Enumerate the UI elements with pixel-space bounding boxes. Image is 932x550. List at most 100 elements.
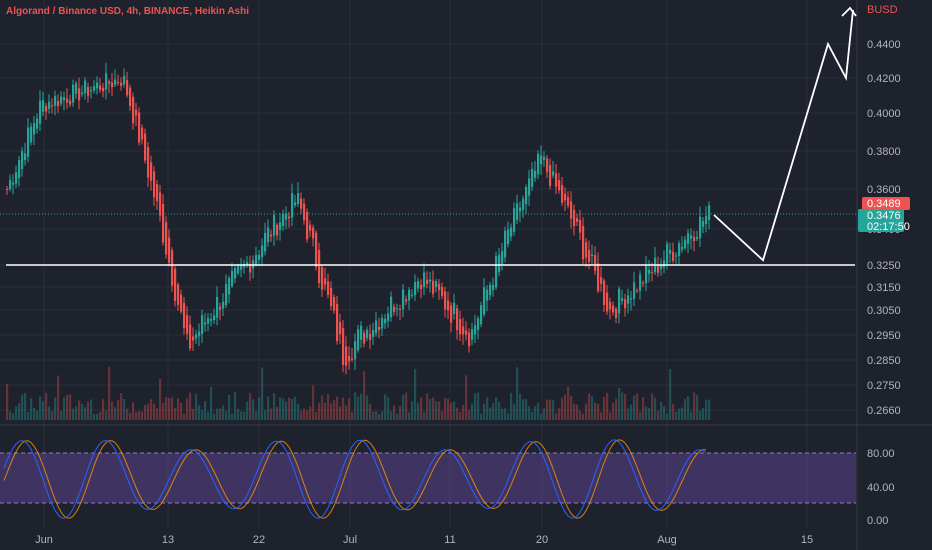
candle-body[interactable] (141, 127, 144, 140)
candle-body[interactable] (189, 324, 192, 349)
candle-body[interactable] (87, 86, 90, 96)
candle-body[interactable] (633, 282, 636, 299)
candle-body[interactable] (207, 318, 210, 324)
candle-body[interactable] (294, 202, 297, 206)
candle-body[interactable] (570, 201, 573, 219)
candle-body[interactable] (660, 265, 663, 269)
candle-body[interactable] (693, 236, 696, 242)
candle-body[interactable] (231, 270, 234, 286)
candle-body[interactable] (132, 96, 135, 124)
candle-body[interactable] (192, 336, 195, 341)
candle-body[interactable] (474, 325, 477, 335)
candle-body[interactable] (258, 254, 261, 260)
candle-body[interactable] (324, 278, 327, 285)
candle-body[interactable] (675, 255, 678, 257)
candle-body[interactable] (93, 86, 96, 91)
candle-body[interactable] (186, 315, 189, 334)
candle-body[interactable] (135, 109, 138, 116)
candle-body[interactable] (108, 81, 111, 84)
candle-body[interactable] (483, 287, 486, 315)
candle-body[interactable] (579, 220, 582, 233)
candle-body[interactable] (381, 318, 384, 329)
candle-body[interactable] (663, 260, 666, 268)
candle-body[interactable] (624, 299, 627, 309)
candle-body[interactable] (249, 263, 252, 273)
candle-body[interactable] (522, 198, 525, 210)
candle-body[interactable] (156, 184, 159, 201)
candle-body[interactable] (684, 239, 687, 249)
candle-body[interactable] (519, 207, 522, 212)
candle-body[interactable] (147, 147, 150, 178)
candle-body[interactable] (210, 319, 213, 321)
projection-path[interactable] (713, 9, 854, 262)
candle-body[interactable] (531, 168, 534, 187)
candle-body[interactable] (585, 242, 588, 258)
candle-body[interactable] (543, 156, 546, 160)
candle-body[interactable] (33, 123, 36, 135)
candle-body[interactable] (516, 203, 519, 220)
candle-body[interactable] (600, 277, 603, 284)
candle-body[interactable] (318, 250, 321, 284)
candle-body[interactable] (48, 101, 51, 109)
candle-body[interactable] (168, 237, 171, 263)
candle-body[interactable] (627, 295, 630, 304)
candle-body[interactable] (666, 243, 669, 264)
time-axis[interactable]: Jun 13 22 Jul 11 20 Aug 15 (35, 534, 813, 546)
candle-body[interactable] (594, 255, 597, 271)
candle-body[interactable] (138, 112, 141, 143)
candle-body[interactable] (423, 272, 426, 287)
candle-body[interactable] (699, 216, 702, 239)
candle-body[interactable] (54, 96, 57, 106)
candle-body[interactable] (597, 263, 600, 292)
candle-body[interactable] (216, 296, 219, 318)
candle-body[interactable] (495, 256, 498, 288)
candle-body[interactable] (561, 185, 564, 203)
candle-body[interactable] (351, 358, 354, 360)
candle-body[interactable] (42, 100, 45, 112)
candle-body[interactable] (558, 180, 561, 191)
candle-body[interactable] (201, 315, 204, 334)
candle-body[interactable] (399, 308, 402, 310)
candle-body[interactable] (444, 291, 447, 310)
candle-body[interactable] (111, 82, 114, 88)
candle-body[interactable] (225, 284, 228, 306)
candle-body[interactable] (75, 83, 78, 94)
candle-body[interactable] (69, 100, 72, 105)
candle-body[interactable] (273, 215, 276, 236)
candle-body[interactable] (471, 329, 474, 340)
candle-body[interactable] (213, 315, 216, 320)
candle-body[interactable] (591, 254, 594, 256)
candle-body[interactable] (429, 279, 432, 282)
candle-body[interactable] (96, 82, 99, 89)
candle-body[interactable] (498, 254, 501, 273)
candle-body[interactable] (357, 329, 360, 351)
candle-body[interactable] (24, 153, 27, 161)
candle-body[interactable] (492, 285, 495, 290)
candle-body[interactable] (441, 287, 444, 296)
candle-body[interactable] (477, 318, 480, 330)
candle-body[interactable] (66, 98, 69, 103)
candle-body[interactable] (180, 294, 183, 312)
candle-body[interactable] (150, 162, 153, 181)
candle-body[interactable] (18, 160, 21, 178)
candle-body[interactable] (312, 227, 315, 239)
candle-body[interactable] (588, 249, 591, 263)
candle-body[interactable] (57, 100, 60, 106)
candle-body[interactable] (552, 171, 555, 176)
candle-body[interactable] (195, 334, 198, 339)
candle-body[interactable] (615, 308, 618, 318)
candle-body[interactable] (525, 186, 528, 205)
candle-body[interactable] (414, 282, 417, 296)
candle-body[interactable] (102, 87, 105, 92)
candle-body[interactable] (297, 193, 300, 204)
candle-body[interactable] (120, 82, 123, 86)
candle-body[interactable] (315, 232, 318, 268)
candle-body[interactable] (30, 126, 33, 143)
candle-body[interactable] (144, 133, 147, 161)
candle-body[interactable] (276, 224, 279, 236)
candle-body[interactable] (27, 127, 30, 157)
candle-body[interactable] (573, 210, 576, 227)
candle-body[interactable] (246, 262, 249, 266)
symbol-title[interactable]: Algorand / Binance USD, 4h, BINANCE, Hei… (6, 6, 249, 17)
candle-body[interactable] (390, 296, 393, 318)
